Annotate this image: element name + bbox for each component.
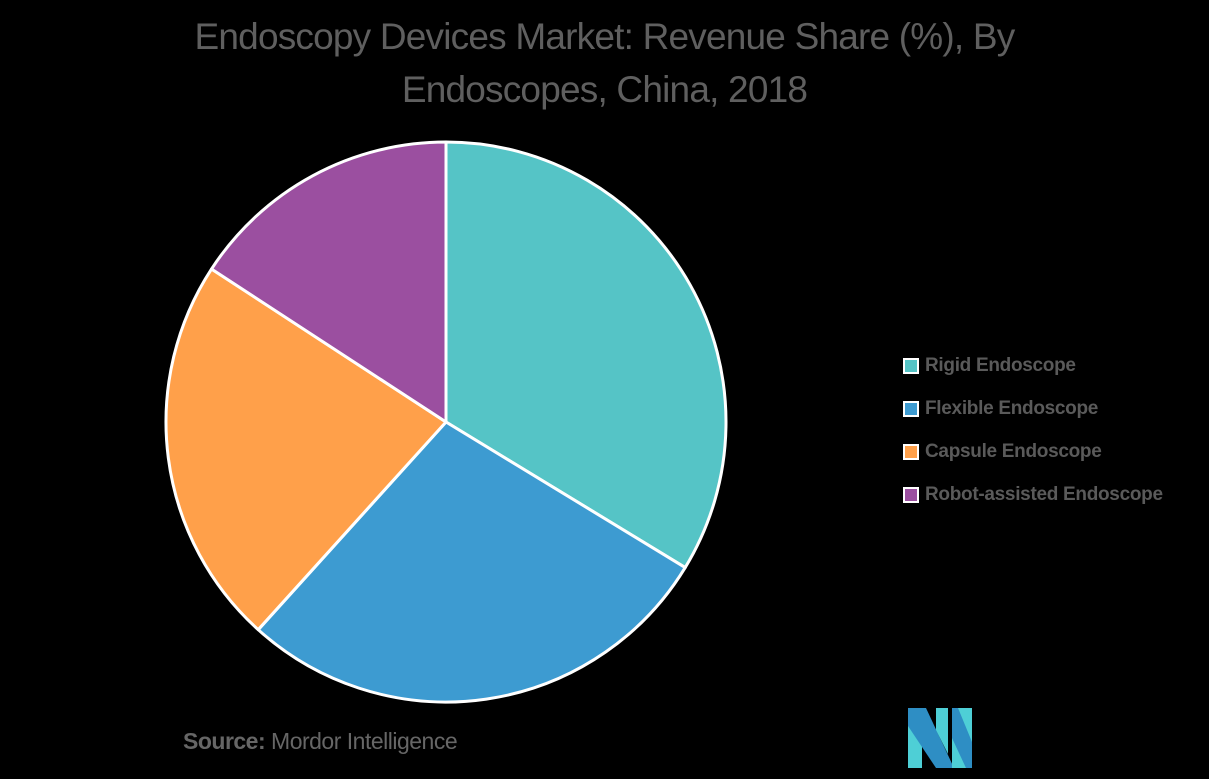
source-note: Source: Mordor Intelligence (183, 728, 458, 755)
legend-label: Capsule Endoscope (925, 440, 1102, 462)
source-name: Mordor Intelligence (271, 728, 458, 754)
logo-diagonal (952, 708, 972, 768)
legend-swatch-icon (903, 486, 919, 503)
legend-swatch-icon (903, 400, 919, 417)
chart-title-line1: Endoscopy Devices Market: Revenue Share … (194, 16, 1016, 57)
pie-slice-capsule-endoscope (164, 267, 448, 632)
pie-slice-rigid-endoscope (444, 140, 728, 570)
logo-diagonal (908, 708, 954, 768)
pie-slice-flexible-endoscope (256, 420, 687, 704)
legend-item: Capsule Endoscope (903, 430, 1163, 473)
legend-item: Robot-assisted Endoscope (903, 473, 1163, 516)
legend-swatch-icon (903, 443, 919, 460)
legend-label: Rigid Endoscope (925, 354, 1076, 376)
logo-bar (936, 708, 948, 754)
chart-title-line2: Endoscopes, China, 2018 (401, 69, 808, 110)
mordor-intelligence-logo-icon (908, 708, 972, 768)
legend-label: Flexible Endoscope (925, 397, 1099, 419)
pie-slice-robot-assisted-endoscope (209, 140, 448, 424)
legend-item: Rigid Endoscope (903, 344, 1163, 387)
legend-item: Flexible Endoscope (903, 387, 1163, 430)
chart-legend: Rigid Endoscope Flexible Endoscope Capsule… (903, 344, 1163, 516)
source-prefix: Source: (183, 728, 266, 754)
chart-title: Endoscopy Devices Market: Revenue Share … (100, 10, 1109, 116)
legend-swatch-icon (903, 357, 919, 374)
legend-label: Robot-assisted Endoscope (925, 483, 1163, 505)
